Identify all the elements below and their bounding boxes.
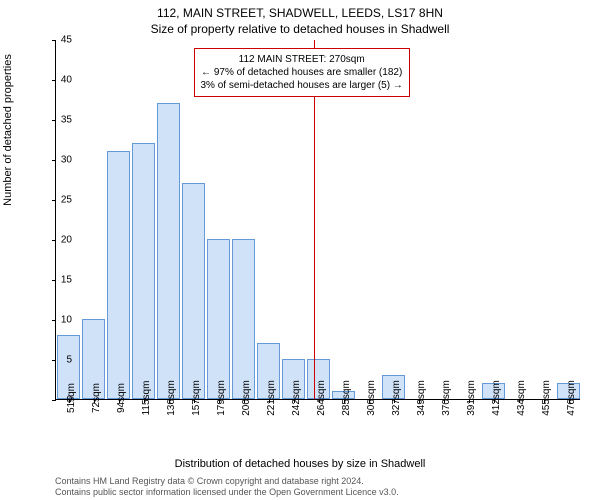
xtick-label: 136sqm [166,380,177,416]
histogram-bar [132,143,156,399]
xtick-label: 476sqm [566,380,577,416]
annotation-box: 112 MAIN STREET: 270sqm← 97% of detached… [194,48,410,97]
annotation-line: 112 MAIN STREET: 270sqm [201,53,403,66]
xtick-label: 221sqm [266,380,277,416]
ytick-label: 25 [22,195,72,206]
footer-line1: Contains HM Land Registry data © Crown c… [55,476,590,487]
footer-attribution: Contains HM Land Registry data © Crown c… [55,476,590,498]
xtick-label: 157sqm [191,380,202,416]
histogram-bar [107,151,131,399]
xtick-label: 391sqm [466,380,477,416]
annotation-line: ← 97% of detached houses are smaller (18… [201,66,403,79]
x-axis-label: Distribution of detached houses by size … [0,458,600,470]
ytick-label: 0 [22,395,72,406]
ytick-label: 40 [22,75,72,86]
ytick-label: 35 [22,115,72,126]
xtick-label: 242sqm [291,380,302,416]
xtick-label: 200sqm [241,380,252,416]
xtick-label: 306sqm [366,380,377,416]
histogram-plot-area: 51sqm72sqm94sqm115sqm136sqm157sqm179sqm2… [55,40,580,400]
ytick-label: 15 [22,275,72,286]
xtick-label: 94sqm [116,383,127,413]
xtick-label: 455sqm [541,380,552,416]
xtick-label: 72sqm [91,383,102,413]
xtick-label: 264sqm [316,380,327,416]
xtick-label: 370sqm [441,380,452,416]
y-axis-label: Number of detached properties [2,30,14,230]
ytick-label: 20 [22,235,72,246]
xtick-label: 327sqm [391,380,402,416]
xtick-label: 115sqm [141,381,152,416]
xtick-label: 412sqm [491,380,502,416]
histogram-bar [157,103,181,399]
ytick-label: 45 [22,35,72,46]
annotation-line: 3% of semi-detached houses are larger (5… [201,79,403,92]
histogram-bar [232,239,256,399]
ytick-label: 5 [22,355,72,366]
footer-line2: Contains public sector information licen… [55,487,590,498]
xtick-label: 285sqm [341,380,352,416]
histogram-bar [182,183,206,399]
xtick-label: 434sqm [516,380,527,416]
title-subtitle: Size of property relative to detached ho… [0,22,600,36]
histogram-bar [207,239,231,399]
ytick-label: 30 [22,155,72,166]
xtick-label: 179sqm [216,380,227,416]
ytick-label: 10 [22,315,72,326]
title-address: 112, MAIN STREET, SHADWELL, LEEDS, LS17 … [0,6,600,20]
xtick-label: 349sqm [416,380,427,416]
